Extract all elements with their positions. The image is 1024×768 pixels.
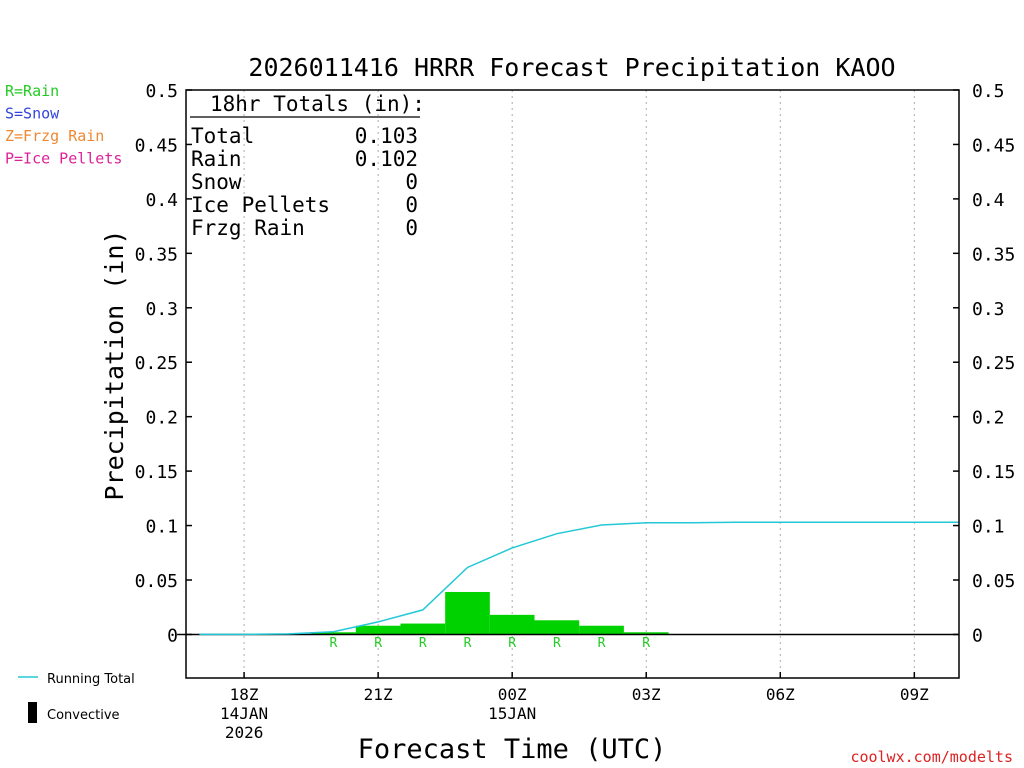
y-tick-label: 0.25 [972, 353, 1015, 374]
type-key-item: R=Rain [5, 82, 59, 100]
precip-type-code: R [642, 636, 650, 651]
rain-bar [355, 625, 401, 635]
x-tick-label: 03Z [632, 685, 661, 704]
totals-row-value: 0 [405, 216, 418, 240]
rain-bar [311, 632, 356, 635]
x-axis-label: Forecast Time (UTC) [358, 734, 667, 765]
x-tick-label: 21Z [364, 685, 393, 704]
precip-type-code: R [419, 636, 427, 651]
y-tick-label: 0.2 [145, 408, 178, 429]
totals-row-label: Frzg Rain [191, 216, 305, 240]
y-tick-label: 0.45 [135, 135, 178, 156]
legend-label-running-total: Running Total [47, 672, 135, 687]
y-tick-label: 0.05 [135, 571, 178, 592]
precip-type-code: R [508, 636, 516, 651]
y-tick-label: 0.15 [972, 462, 1015, 483]
totals-row-value: 0 [405, 170, 418, 194]
totals-row-label: Snow [191, 170, 242, 194]
rain-bar [579, 625, 624, 635]
precip-type-code: R [374, 636, 382, 651]
totals-box: 18hr Totals (in): Total 0.103 Rain 0.102 Snow… [190, 92, 425, 240]
y-axis-left: 0 0.05 0.1 0.15 0.2 0.25 0.3 0.35 0.4 0.45 0.5 [135, 81, 192, 646]
precip-type-key: R=Rain S=Snow Z=Frzg Rain P=Ice Pellets [5, 82, 122, 168]
totals-heading: 18hr Totals (in): [210, 92, 425, 116]
y-tick-label: 0.1 [145, 517, 178, 538]
x-tick-label: 00Z [498, 685, 527, 704]
running-total-polyline [199, 521, 959, 636]
totals-row-label: Rain [191, 147, 242, 171]
chart-legend: Running Total Convective [18, 672, 135, 723]
plot-frame [185, 89, 960, 679]
type-key-item: S=Snow [5, 105, 60, 123]
rain-bar [623, 632, 669, 635]
precip-type-code: R [553, 636, 561, 651]
chart-title: 2026011416 HRRR Forecast Precipitation K… [248, 53, 895, 82]
x-tick-label: 14JAN [220, 704, 268, 723]
y-tick-label: 0.45 [972, 135, 1015, 156]
y-tick-label: 0.4 [972, 190, 1005, 211]
type-key-item: Z=Frzg Rain [5, 127, 104, 145]
y-tick-label: 0.2 [972, 408, 1005, 429]
rain-bar [534, 620, 580, 635]
credit-text: coolwx.com/modelts [850, 748, 1013, 766]
precip-type-code: R [330, 636, 338, 651]
rain-bar [400, 623, 446, 635]
x-tick-label: 18Z [230, 685, 259, 704]
y-tick-label: 0.35 [135, 244, 178, 265]
rain-bar [489, 614, 535, 635]
totals-row-label: Total [191, 124, 254, 148]
x-tick-label: 09Z [900, 685, 929, 704]
y-tick-label: 0.35 [972, 244, 1015, 265]
running-total-line [199, 521, 959, 636]
grid-lines [243, 90, 915, 678]
y-tick-label: 0 [972, 625, 983, 646]
y-tick-label: 0.1 [972, 517, 1005, 538]
y-tick-label: 0.05 [972, 571, 1015, 592]
y-tick-label: 0.4 [145, 190, 178, 211]
y-tick-label: 0.5 [972, 81, 1005, 102]
y-tick-label: 0.5 [145, 81, 178, 102]
precip-type-code: R [598, 636, 606, 651]
legend-swatch-convective [28, 702, 37, 723]
y-tick-label: 0.3 [972, 299, 1005, 320]
totals-row-value: 0 [405, 193, 418, 217]
x-tick-label: 06Z [766, 685, 795, 704]
x-tick-label: 15JAN [488, 704, 536, 723]
y-tick-label: 0.3 [145, 299, 178, 320]
y-axis-right: 0 0.05 0.1 0.15 0.2 0.25 0.3 0.35 0.4 0.45 0.5 [953, 81, 1015, 646]
totals-row-value: 0.103 [355, 124, 418, 148]
y-tick-label: 0 [167, 625, 178, 646]
rain-bar [445, 591, 490, 635]
precip-bars [311, 591, 669, 635]
y-axis-label: Precipitation (in) [100, 230, 129, 501]
precip-type-code: R [464, 636, 472, 651]
type-key-item: P=Ice Pellets [5, 150, 122, 168]
totals-row-value: 0.102 [355, 147, 418, 171]
legend-label-convective: Convective [47, 708, 120, 723]
x-tick-label: 2026 [225, 723, 264, 742]
y-tick-label: 0.25 [135, 353, 178, 374]
y-tick-label: 0.15 [135, 462, 178, 483]
totals-row-label: Ice Pellets [191, 193, 330, 217]
